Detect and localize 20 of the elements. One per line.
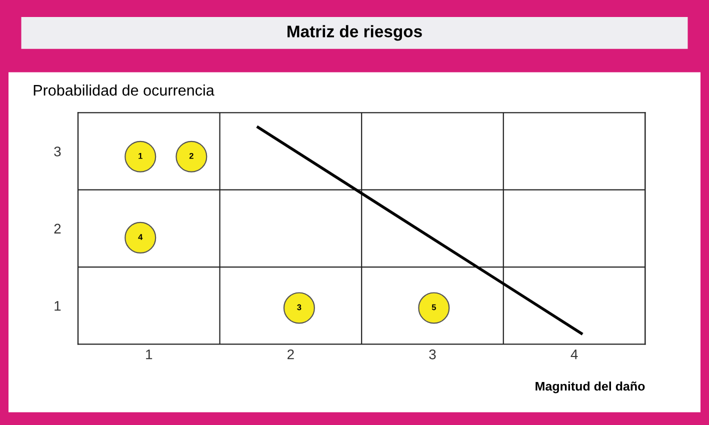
point bbox=[176, 140, 208, 172]
x-tick-label: 2 bbox=[288, 349, 294, 360]
point bbox=[418, 292, 450, 324]
x-axis-title: Magnitud del daño bbox=[536, 382, 645, 394]
x-tick-label: 4 bbox=[570, 350, 578, 360]
x-tick-label: 1 bbox=[146, 350, 152, 360]
x-tick-label: 3 bbox=[429, 349, 436, 360]
point bbox=[283, 292, 315, 324]
annotation: 4 bbox=[138, 234, 143, 240]
point bbox=[124, 222, 156, 254]
point bbox=[124, 140, 156, 172]
chart-title: Matriz de riesgos bbox=[288, 25, 422, 41]
annotation: 1 bbox=[138, 153, 142, 159]
y-tick-label: 2 bbox=[54, 224, 61, 234]
annotation: 5 bbox=[432, 304, 436, 310]
y-tick-label: 3 bbox=[54, 146, 61, 156]
annotation: 2 bbox=[189, 152, 194, 159]
y-axis-title: Probabilidad de ocurrencia bbox=[34, 84, 214, 96]
y-tick-label: 1 bbox=[54, 301, 61, 311]
annotation: 3 bbox=[297, 304, 302, 310]
